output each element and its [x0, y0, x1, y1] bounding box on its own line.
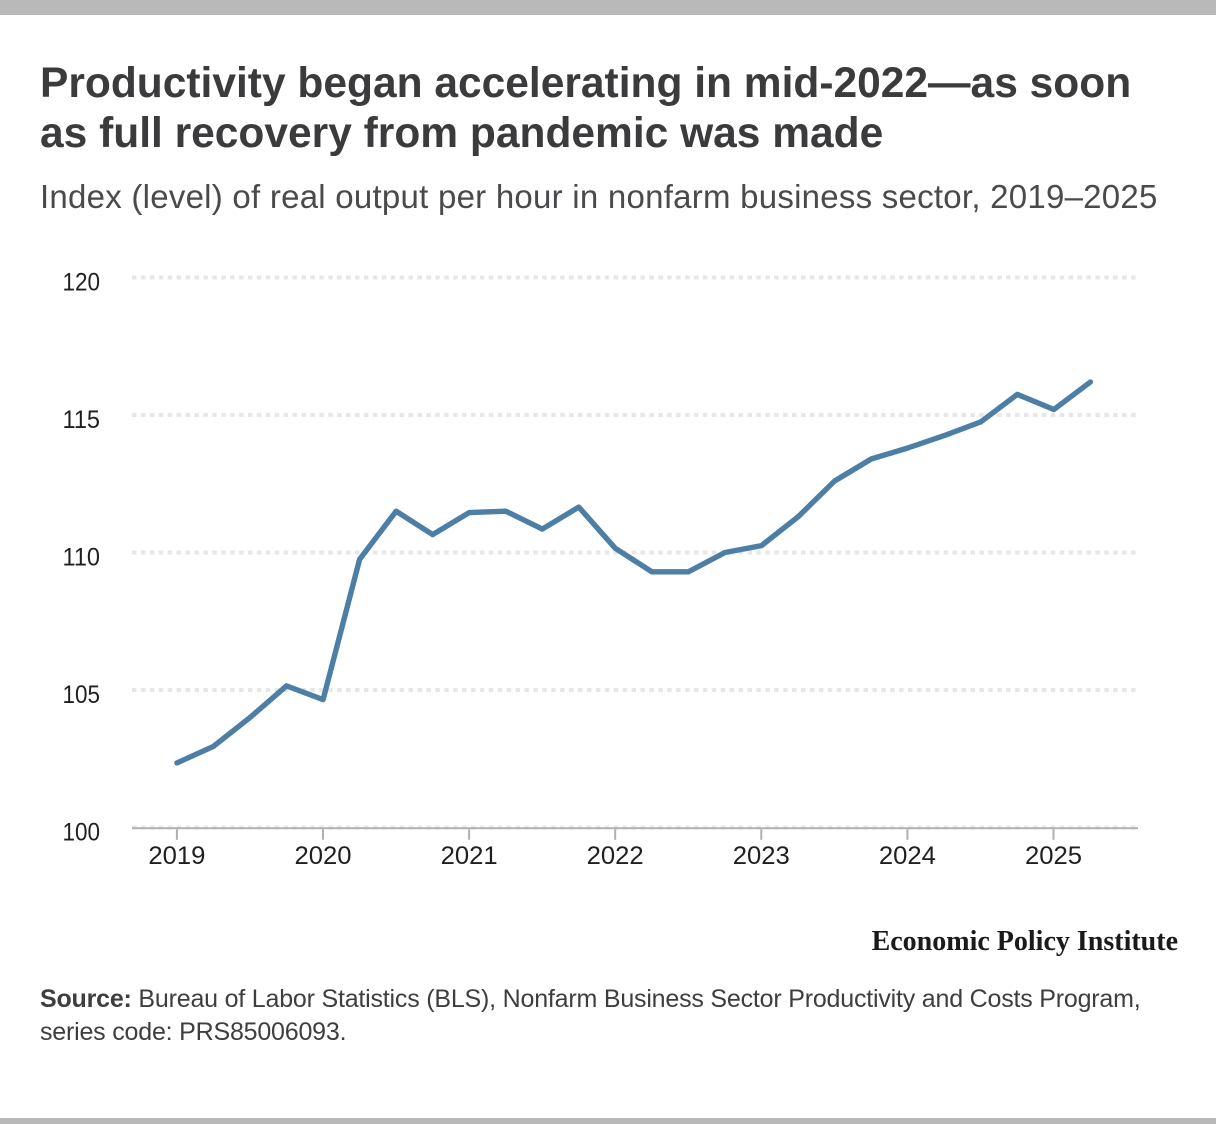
- svg-text:2024: 2024: [879, 842, 936, 870]
- svg-text:2022: 2022: [587, 842, 644, 870]
- svg-text:2020: 2020: [295, 842, 352, 870]
- svg-text:2019: 2019: [148, 842, 205, 870]
- svg-text:105: 105: [63, 681, 101, 709]
- svg-text:2023: 2023: [733, 842, 790, 870]
- svg-text:110: 110: [63, 544, 101, 572]
- svg-text:120: 120: [63, 269, 101, 297]
- svg-text:2021: 2021: [441, 842, 498, 870]
- svg-text:2025: 2025: [1025, 842, 1082, 870]
- svg-text:115: 115: [63, 406, 101, 434]
- svg-text:100: 100: [63, 819, 101, 847]
